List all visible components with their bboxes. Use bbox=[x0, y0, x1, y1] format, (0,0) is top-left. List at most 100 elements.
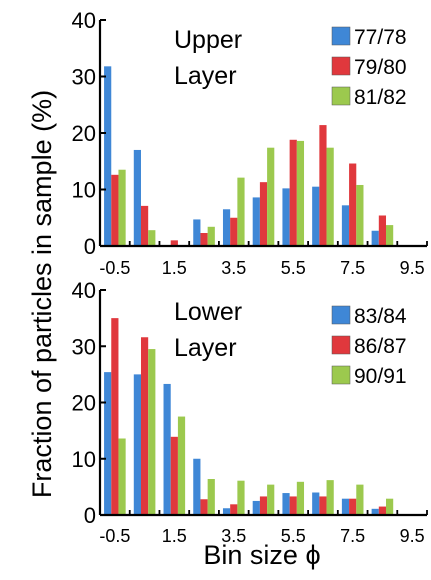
bar-90-91-4.5 bbox=[267, 484, 275, 516]
bar-83-84-5.5 bbox=[282, 493, 290, 515]
bar-77-78-6.5 bbox=[312, 186, 320, 246]
bar-86-87-3.5 bbox=[230, 504, 238, 515]
panel-title-line: Lower bbox=[174, 298, 242, 326]
legend-label: 86/87 bbox=[354, 335, 407, 358]
bottom-panel: 0 10 20 30 40 -0.5 1.5 3.5 5.5 7.5 9.5 Lower Layer 83… bbox=[72, 278, 428, 546]
bar-79-80-1.5 bbox=[170, 240, 178, 246]
panel-title-line: Layer bbox=[174, 62, 237, 90]
bar-83-84-6.5 bbox=[312, 492, 320, 515]
x-tick-label: 7.5 bbox=[340, 258, 365, 278]
bar-83-84--0.5 bbox=[104, 372, 112, 516]
bar-83-84-3.5 bbox=[222, 508, 231, 515]
legend-label: 90/91 bbox=[354, 365, 407, 388]
bar-79-80-0.5 bbox=[140, 205, 149, 246]
x-tick-label: 3.5 bbox=[221, 526, 246, 546]
bar-81-82-3.5 bbox=[237, 177, 245, 246]
x-tick-label: -0.5 bbox=[99, 526, 130, 546]
bar-86-87-4.5 bbox=[259, 496, 268, 515]
bar-81-82-4.5 bbox=[267, 147, 275, 246]
bar-86-87-0.5 bbox=[140, 337, 149, 515]
bar-81-82-8.5 bbox=[386, 225, 394, 246]
bar-83-84-2.5 bbox=[193, 458, 201, 515]
bar-81-82-6.5 bbox=[326, 147, 334, 246]
x-tick-label: 3.5 bbox=[221, 258, 246, 278]
bar-81-82-0.5 bbox=[148, 230, 156, 246]
legend-label: 79/80 bbox=[354, 56, 407, 79]
x-tick-label: 9.5 bbox=[400, 258, 425, 278]
x-tick-label: 7.5 bbox=[340, 526, 365, 546]
bar-79-80-5.5 bbox=[289, 139, 297, 246]
y-tick-label: 10 bbox=[72, 178, 96, 203]
bar-86-87-8.5 bbox=[378, 506, 387, 515]
bar-86-87-6.5 bbox=[319, 496, 327, 515]
y-tick-label: 40 bbox=[72, 8, 96, 33]
x-axis-label: Bin size ϕ bbox=[203, 540, 320, 570]
bar-90-91-1.5 bbox=[177, 416, 186, 515]
bar-79-80-8.5 bbox=[378, 215, 387, 246]
bar-90-91-6.5 bbox=[326, 480, 334, 516]
panel-title-line: Upper bbox=[174, 26, 242, 54]
bar-79-80-4.5 bbox=[259, 182, 268, 246]
y-tick-label: 20 bbox=[72, 391, 96, 416]
bar-86-87-7.5 bbox=[349, 498, 357, 515]
bar-83-84-1.5 bbox=[163, 383, 171, 515]
legend-swatch bbox=[331, 56, 351, 76]
bar-90-91-0.5 bbox=[148, 349, 156, 515]
legend-swatch bbox=[331, 305, 351, 325]
bar-83-84-7.5 bbox=[341, 498, 350, 515]
bar-90-91--0.5 bbox=[118, 438, 126, 515]
bar-81-82-7.5 bbox=[356, 184, 364, 246]
x-tick-label: 9.5 bbox=[400, 526, 425, 546]
bar-90-91-2.5 bbox=[207, 479, 215, 515]
bar-79-80-7.5 bbox=[349, 163, 357, 246]
bar-79-80-3.5 bbox=[230, 217, 238, 246]
bar-77-78-7.5 bbox=[341, 205, 350, 246]
legend-swatch bbox=[331, 335, 351, 355]
x-tick-label: 5.5 bbox=[281, 258, 306, 278]
y-tick-label: 30 bbox=[72, 65, 96, 90]
bar-83-84-0.5 bbox=[133, 374, 141, 516]
x-tick-label: 1.5 bbox=[162, 258, 187, 278]
y-tick-label: 20 bbox=[72, 121, 96, 146]
legend-label: 81/82 bbox=[354, 86, 407, 109]
bar-90-91-7.5 bbox=[356, 484, 364, 516]
bar-86-87-2.5 bbox=[200, 499, 208, 515]
bar-77-78--0.5 bbox=[104, 66, 112, 246]
bar-77-78-2.5 bbox=[193, 219, 201, 246]
bar-81-82-2.5 bbox=[207, 226, 215, 246]
legend-swatch bbox=[331, 365, 351, 385]
bar-77-78-0.5 bbox=[133, 149, 141, 246]
bar-90-91-5.5 bbox=[296, 481, 305, 515]
bar-86-87--0.5 bbox=[111, 318, 119, 516]
bar-81-82--0.5 bbox=[118, 169, 126, 246]
bar-79-80--0.5 bbox=[111, 174, 119, 246]
bar-86-87-1.5 bbox=[170, 436, 178, 515]
legend-label: 83/84 bbox=[354, 305, 407, 328]
legend-swatch bbox=[331, 26, 351, 46]
bar-79-80-6.5 bbox=[319, 125, 327, 246]
bar-83-84-4.5 bbox=[252, 500, 260, 515]
bar-77-78-3.5 bbox=[222, 209, 231, 246]
legend-label: 77/78 bbox=[354, 26, 407, 49]
y-tick-label: 10 bbox=[72, 447, 96, 472]
bar-77-78-8.5 bbox=[371, 230, 379, 246]
bar-77-78-5.5 bbox=[282, 188, 290, 246]
bar-83-84-8.5 bbox=[371, 508, 379, 515]
y-axis-label: Fraction of particles in sample (%) bbox=[27, 90, 57, 498]
bar-86-87-5.5 bbox=[289, 496, 297, 515]
x-tick-label: 1.5 bbox=[162, 526, 187, 546]
bar-81-82-5.5 bbox=[296, 140, 305, 246]
panel-title-line: Layer bbox=[174, 334, 237, 362]
bar-90-91-8.5 bbox=[386, 498, 394, 515]
y-tick-label: 0 bbox=[84, 234, 96, 259]
x-tick-label: -0.5 bbox=[99, 258, 130, 278]
y-tick-label: 40 bbox=[72, 278, 96, 303]
y-tick-label: 0 bbox=[84, 503, 96, 528]
x-tick-label: 5.5 bbox=[281, 526, 306, 546]
bar-77-78-4.5 bbox=[252, 197, 260, 246]
bar-90-91-3.5 bbox=[237, 480, 245, 515]
y-tick-label: 30 bbox=[72, 334, 96, 359]
bar-79-80-2.5 bbox=[200, 233, 208, 246]
top-panel: 0 10 20 30 40 -0.5 1.5 3.5 5.5 7.5 9.5 Upper Layer 77… bbox=[72, 8, 428, 278]
